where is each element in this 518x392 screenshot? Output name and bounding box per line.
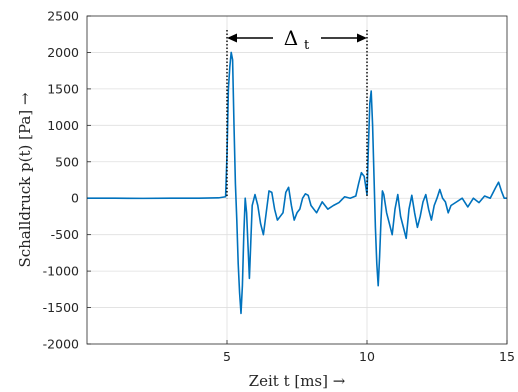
plot-area [87,16,507,344]
y-tick-label: 500 [55,154,79,169]
y-tick-label: 1500 [47,81,79,96]
delta-arrowhead-right [357,33,367,43]
series-group [87,51,507,315]
delta-arrowhead-left [227,33,237,43]
x-axis-label: Zeit t [ms] → [249,372,346,390]
tick-labels: -2000 -1500 -1000 -500 0 500 1000 1500 2000 2500 5… [43,9,515,365]
y-tick-label: 2500 [47,9,79,24]
y-axis-label: Schalldruck p(t) [Pa] → [16,92,34,268]
x-tick-label: 15 [499,349,515,364]
delta-label: Δ [284,26,298,50]
y-tick-label: -1500 [43,300,79,315]
y-tick-label: 0 [71,191,79,206]
y-tick-label: -500 [51,227,79,242]
y-tick-label: 2000 [47,45,79,60]
y-tick-label: 1000 [47,118,79,133]
x-tick-label: 10 [359,349,375,364]
plot-frame [86,15,508,345]
pressure-series-line [87,51,507,315]
x-tick-label: 5 [223,349,231,364]
y-tick-label: -2000 [43,337,79,352]
delta-subscript: t [304,38,310,53]
y-tick-label: -1000 [43,264,79,279]
